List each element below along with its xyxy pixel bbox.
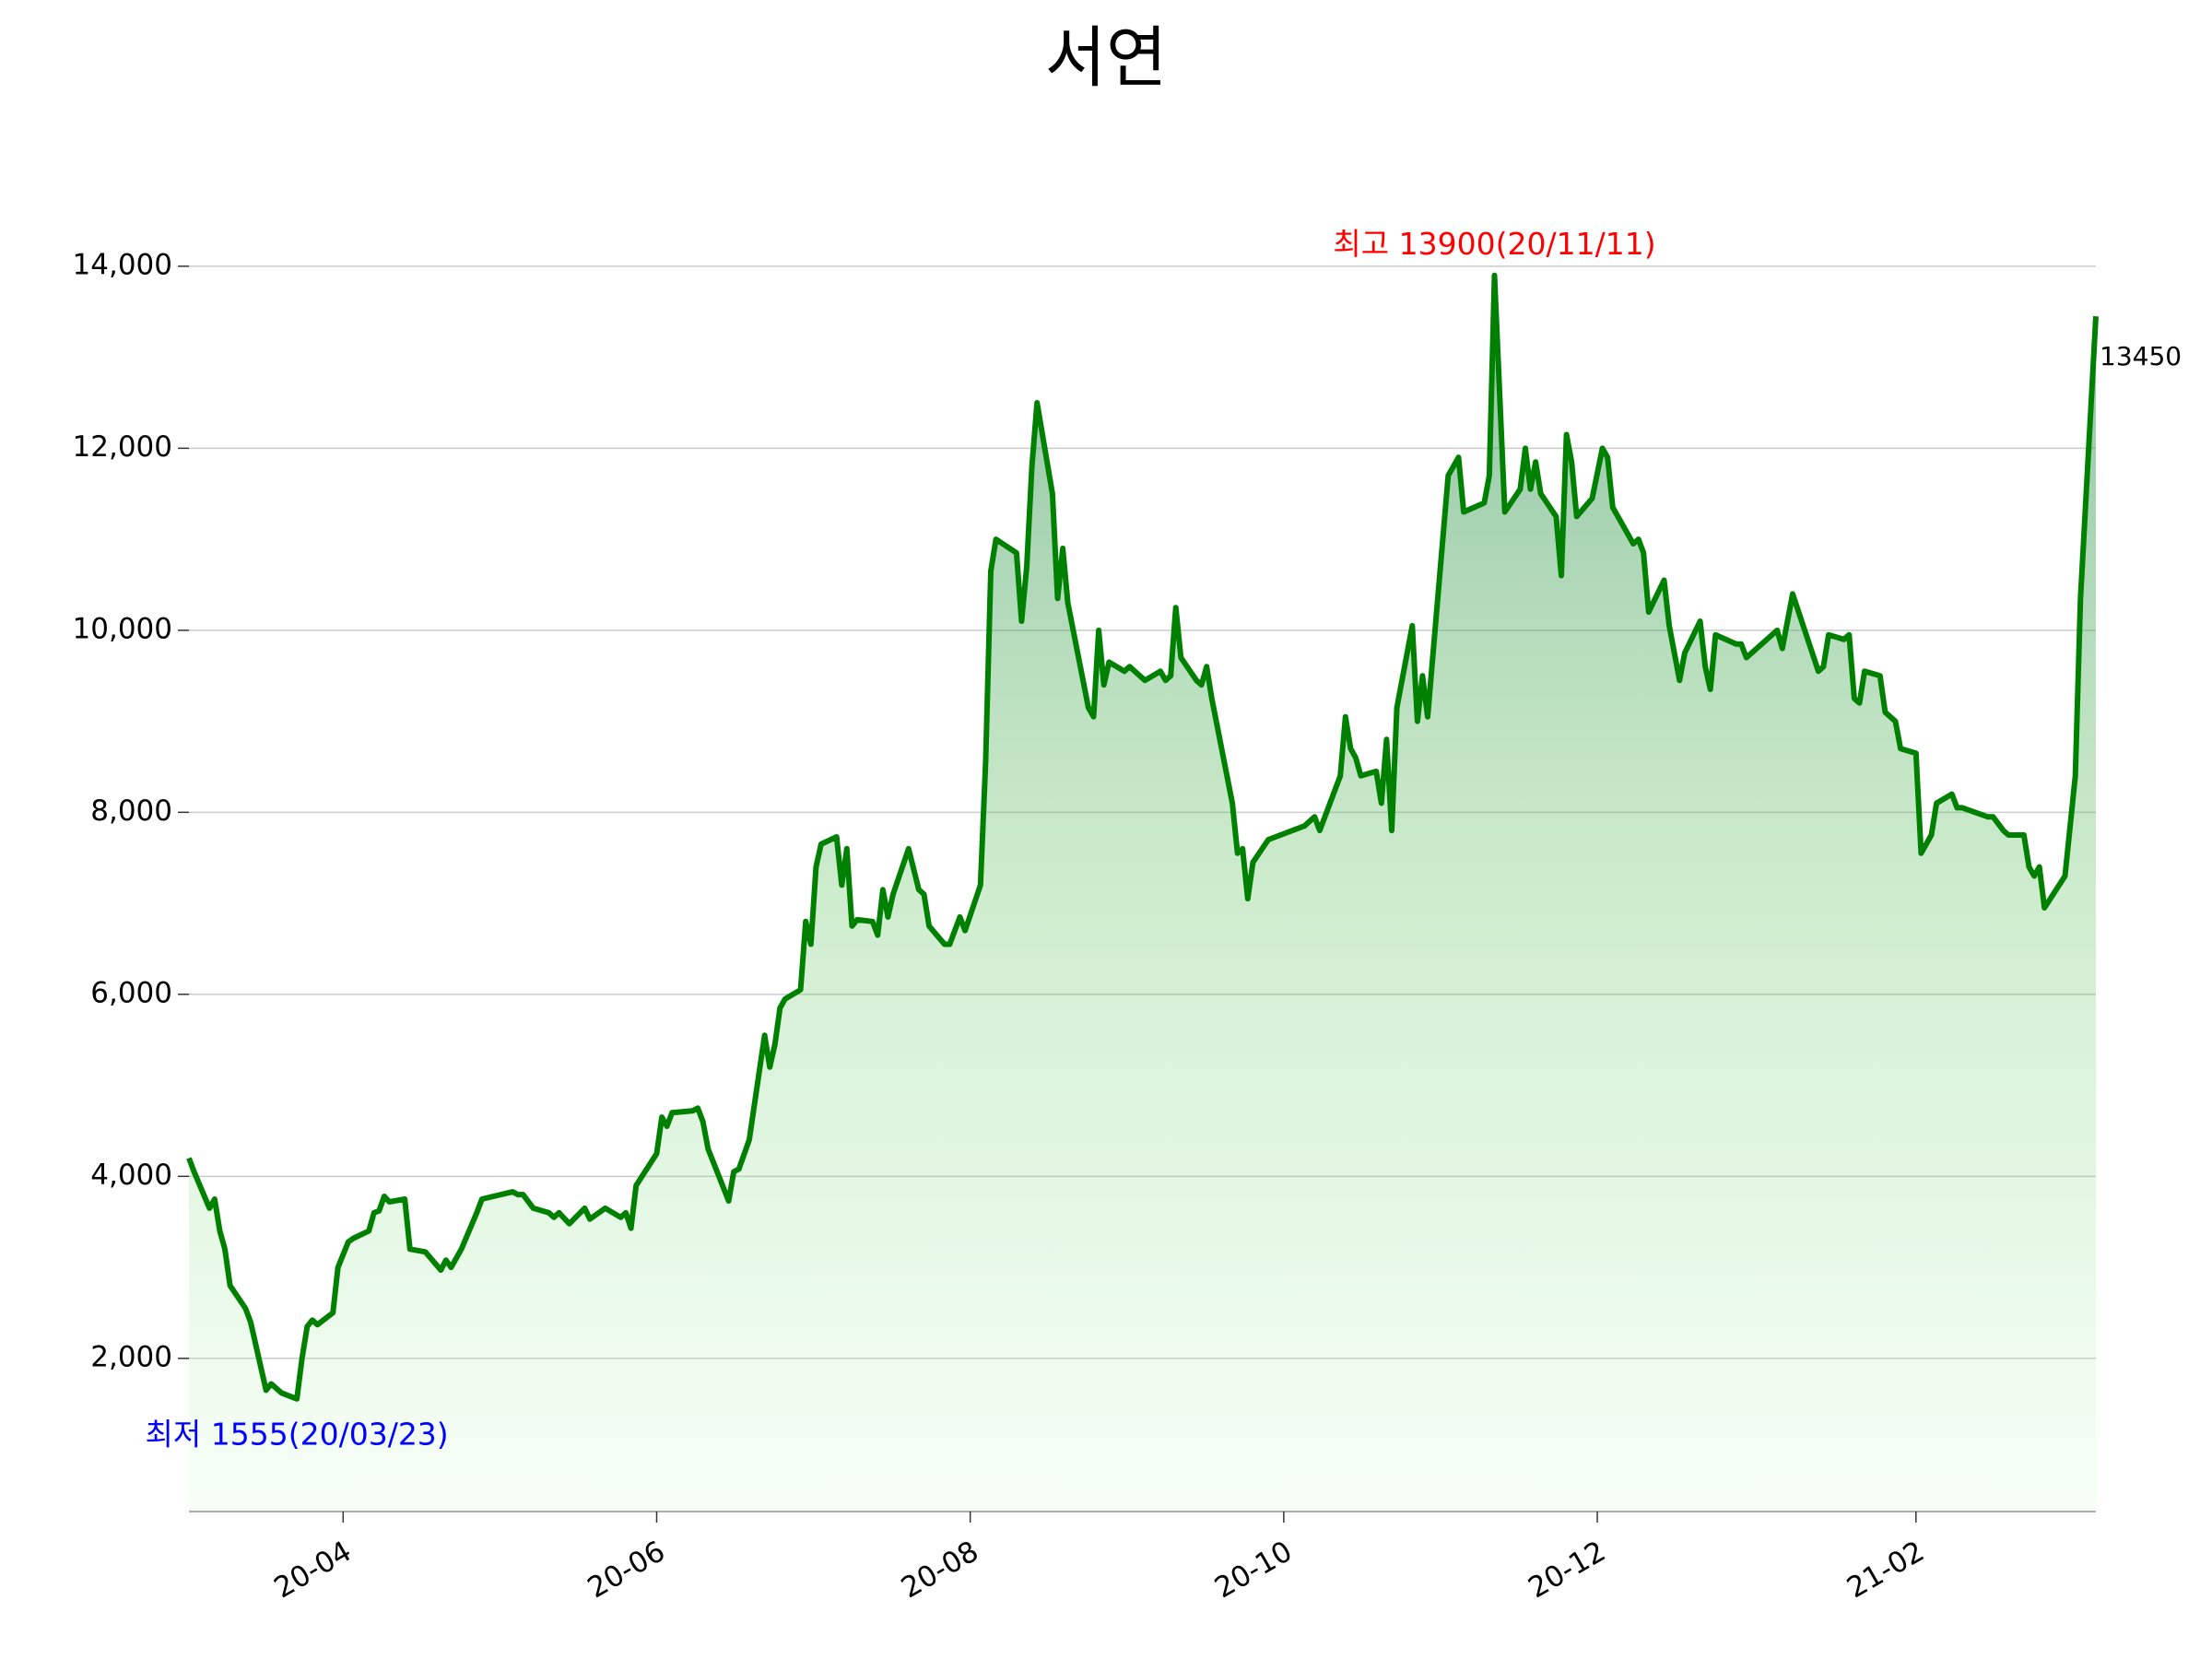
x-tick-label: 20-12 <box>1523 1535 1611 1605</box>
y-tick-label: 10,000 <box>73 612 172 645</box>
last-value-label: 13450 <box>2100 341 2182 371</box>
chart-title: 서연 <box>1045 19 1167 97</box>
max-annotation: 최고 13900(20/11/11) <box>1333 226 1655 262</box>
min-annotation: 최저 1555(20/03/23) <box>146 1416 449 1452</box>
x-tick-label: 20-06 <box>582 1535 671 1605</box>
y-tick-label: 14,000 <box>73 248 172 281</box>
y-tick-label: 12,000 <box>73 430 172 464</box>
area <box>189 275 2096 1512</box>
y-tick-label: 2,000 <box>90 1340 172 1373</box>
x-tick-label: 20-04 <box>268 1535 357 1605</box>
y-tick-label: 8,000 <box>90 794 172 828</box>
x-tick-label: 20-08 <box>896 1535 984 1605</box>
x-tick-label: 20-10 <box>1209 1535 1298 1605</box>
y-tick-label: 4,000 <box>90 1159 172 1192</box>
x-tick-label: 21-02 <box>1841 1535 1930 1605</box>
y-tick-label: 6,000 <box>90 976 172 1009</box>
line <box>186 272 2099 1402</box>
